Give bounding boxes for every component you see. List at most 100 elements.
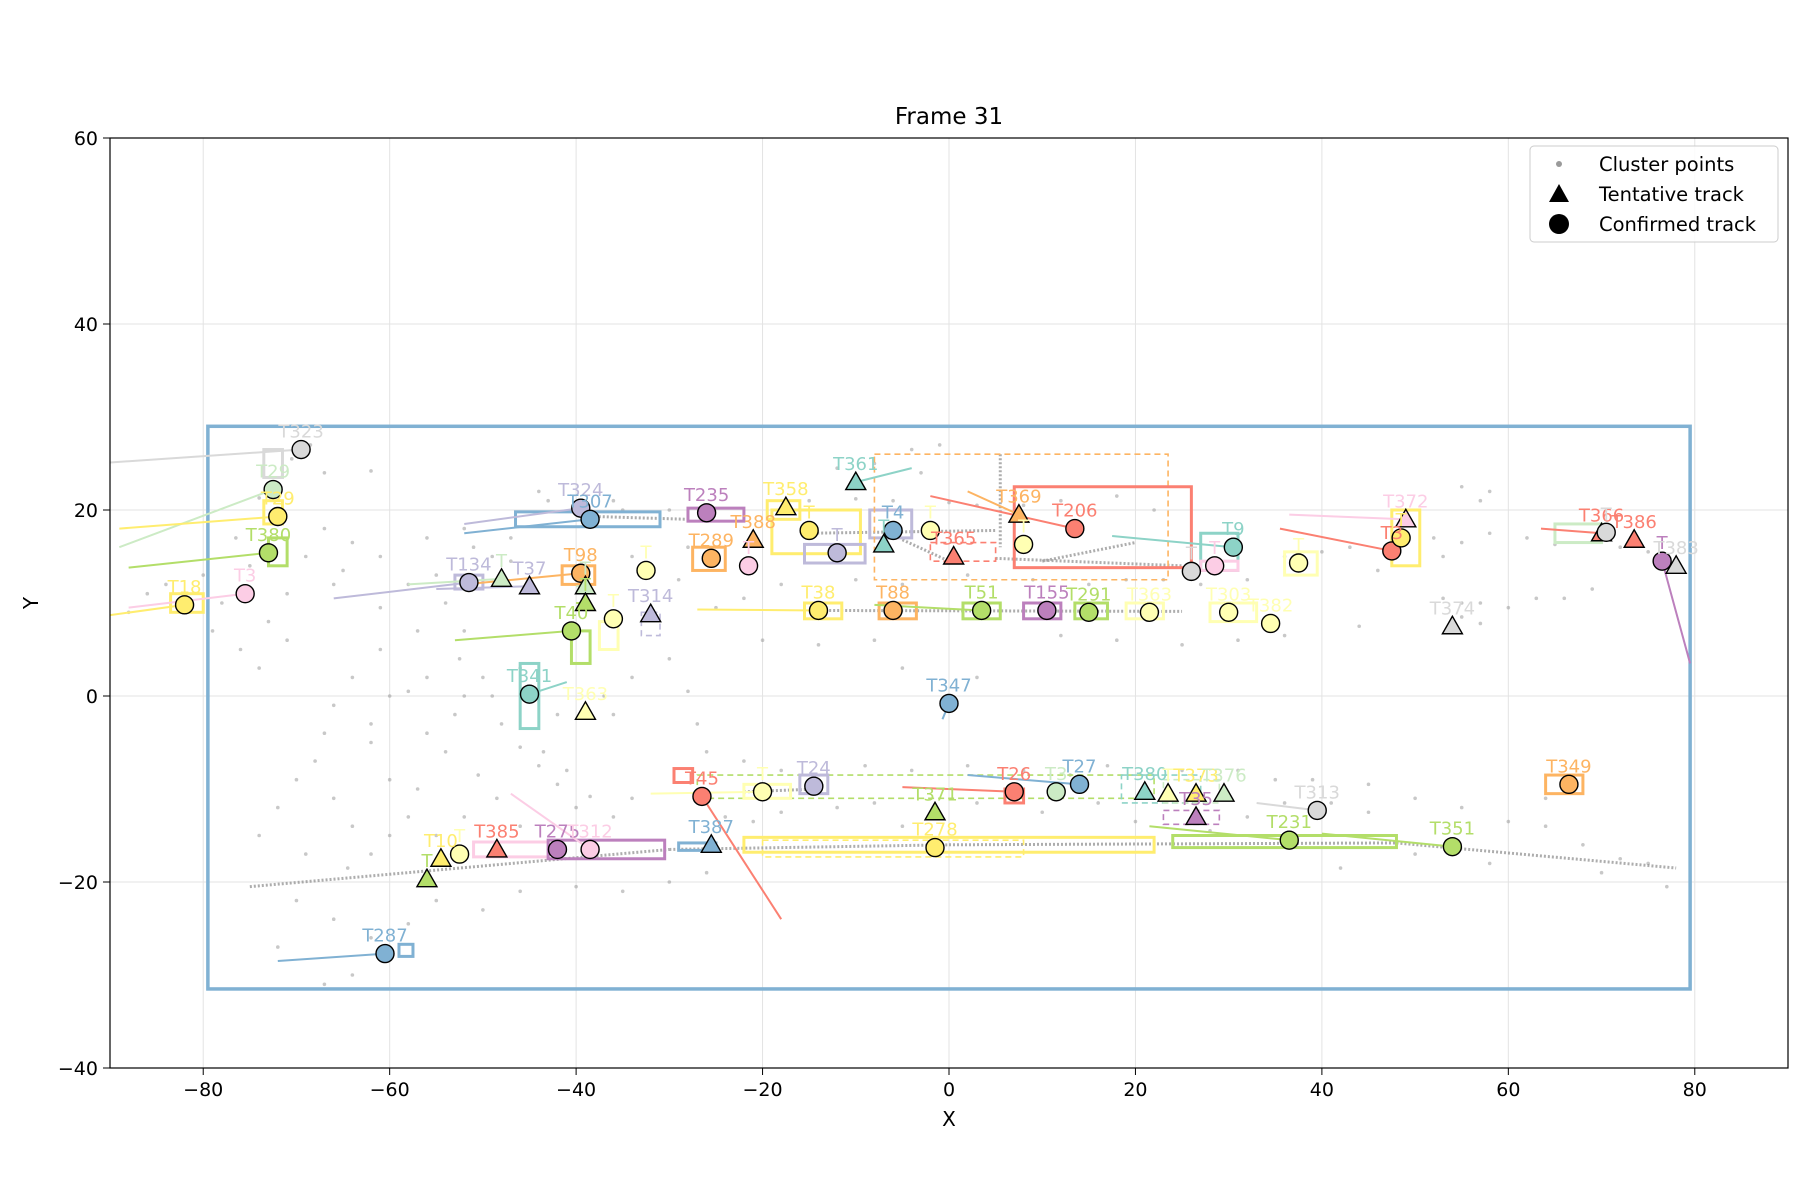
- confirmed-track-marker: [925, 837, 945, 858]
- cluster-point: [285, 638, 289, 642]
- track-label: T134: [445, 555, 491, 576]
- cluster-point: [975, 675, 979, 680]
- cluster-point: [1115, 494, 1119, 498]
- track-label: T314: [627, 586, 673, 607]
- cluster-point: [704, 870, 709, 875]
- confirmed-track-marker: [1652, 551, 1672, 571]
- chart-title: Frame 31: [895, 104, 1003, 130]
- track-label: T323: [277, 422, 323, 443]
- cluster-point: [294, 777, 299, 782]
- legend-label: Cluster points: [1599, 153, 1734, 176]
- track-label: T361: [832, 454, 878, 475]
- legend-triangle-icon: [1549, 184, 1569, 202]
- legend-point-icon: [1556, 161, 1562, 167]
- track-label: T: [1395, 510, 1408, 531]
- cluster-point: [289, 457, 294, 461]
- track-label: T: [1162, 766, 1175, 787]
- velocity-line: [697, 608, 819, 612]
- track-label: T: [803, 502, 816, 523]
- confirmed-track-marker: [547, 839, 568, 860]
- cluster-point: [1282, 633, 1287, 638]
- velocity-line: [333, 581, 470, 600]
- cluster-point: [378, 605, 383, 610]
- legend: Cluster points Tentative track Confirmed t…: [1529, 145, 1779, 243]
- y-tick-label: 20: [74, 500, 98, 522]
- cluster-point: [1478, 621, 1483, 626]
- cluster-point: [541, 750, 546, 754]
- x-tick-label: 80: [1683, 1079, 1707, 1101]
- cluster-point: [1478, 498, 1483, 503]
- tentative-track-marker: [574, 700, 597, 721]
- cluster-point: [1618, 856, 1622, 861]
- cluster-strip: [1396, 841, 1677, 870]
- cluster-strip: [594, 515, 689, 521]
- track-label: T358: [762, 479, 808, 500]
- confirmed-track-marker: [291, 439, 311, 460]
- cluster-point: [574, 884, 578, 889]
- track-label: T51: [964, 582, 999, 603]
- track-label: T347: [925, 675, 971, 696]
- track-label: T363: [1126, 584, 1172, 605]
- confirmed-track-marker: [580, 839, 600, 860]
- y-tick-label: −20: [58, 872, 98, 894]
- track-label: T24: [796, 758, 831, 779]
- cluster-point: [285, 591, 289, 596]
- cluster-point: [1338, 866, 1343, 870]
- velocity-line: [408, 577, 502, 586]
- x-tick-label: −20: [743, 1079, 783, 1101]
- cluster-point: [415, 629, 420, 633]
- confirmed-track-marker: [1218, 602, 1239, 622]
- cluster-point: [518, 889, 522, 894]
- cluster-point: [453, 712, 457, 717]
- tentative-track-marker: [1212, 782, 1236, 802]
- track-label: T373: [1172, 766, 1218, 787]
- cluster-point: [350, 973, 355, 977]
- velocity-line: [1112, 535, 1234, 549]
- track-label: T10: [423, 831, 458, 852]
- cluster-point: [1329, 801, 1334, 805]
- cluster-point: [425, 536, 429, 540]
- confirmed-track-marker: [939, 693, 959, 714]
- confirmed-track-marker: [1069, 774, 1090, 795]
- velocity-line: [1289, 513, 1406, 521]
- track-label: T155: [1023, 582, 1069, 603]
- confirmed-track-marker: [268, 506, 288, 527]
- velocity-line: [510, 792, 591, 851]
- cluster-point: [481, 675, 485, 680]
- confirmed-track-marker: [561, 621, 582, 641]
- cluster-point: [1357, 624, 1361, 629]
- track-label: T349: [1545, 756, 1591, 777]
- tentative-track-marker: [639, 602, 662, 623]
- cluster-point: [406, 922, 411, 926]
- track-box: [742, 835, 1156, 854]
- cluster-point: [620, 889, 625, 894]
- confirmed-track-marker: [1181, 561, 1202, 582]
- cluster-point: [537, 763, 541, 768]
- cluster-point: [276, 945, 280, 949]
- cluster-point: [518, 745, 522, 749]
- track-label: T88: [875, 582, 910, 603]
- cluster-point: [313, 759, 317, 763]
- cluster-point: [331, 796, 336, 801]
- track-label: T40: [553, 603, 588, 624]
- confirmed-track-marker: [1391, 528, 1411, 548]
- track-box: [1283, 550, 1319, 577]
- cluster-point: [1236, 768, 1240, 773]
- cluster-point: [1133, 819, 1138, 824]
- cluster-point: [686, 545, 690, 549]
- x-tick-label: −80: [183, 1079, 223, 1101]
- track-label: T275: [534, 821, 580, 842]
- tentative-track-marker: [1007, 503, 1031, 523]
- cluster-point: [1366, 782, 1371, 787]
- confirmed-track-marker: [692, 786, 712, 807]
- cluster-point: [387, 833, 392, 838]
- track-label: T: [924, 502, 937, 523]
- velocity-line: [1321, 832, 1453, 848]
- cluster-point: [443, 601, 448, 605]
- cluster-point: [387, 694, 392, 698]
- tentative-track-marker: [1622, 528, 1646, 548]
- velocity-line: [110, 603, 185, 617]
- cluster-point: [1105, 763, 1110, 768]
- track-label: T: [495, 551, 508, 572]
